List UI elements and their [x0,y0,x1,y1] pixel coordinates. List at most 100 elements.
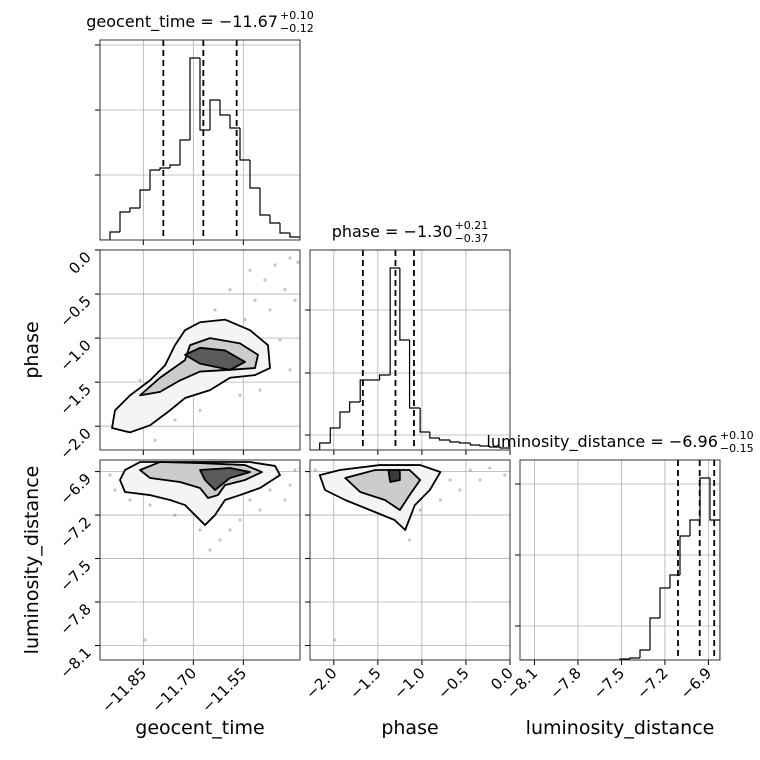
sample-point [143,638,147,642]
histogram-step [239,128,250,161]
sample-point [268,308,272,312]
plot-area [313,464,507,642]
sample-point [296,260,300,264]
sample-point [218,538,222,542]
histogram-step [109,231,120,240]
sample-point [283,288,287,292]
histogram-step [269,215,280,224]
y-tick-label: −6.9 [56,470,94,508]
title-upper: +0.21 [455,219,489,232]
histogram-step [169,164,180,168]
sample-point [458,488,462,492]
sample-point [148,503,152,507]
contour [344,469,422,511]
histogram-step [438,438,451,441]
panel-frame [99,459,301,661]
histogram-step [139,189,150,208]
title-upper: +0.10 [720,429,754,442]
sample-point [268,488,272,492]
x-tick-label: −0.5 [434,664,472,702]
y-tick-label: −7.5 [56,557,94,595]
histogram-step [119,211,130,232]
histogram-step [449,440,460,443]
histogram-step [489,446,501,448]
sample-point [243,318,247,322]
title-upper: +0.10 [280,9,314,22]
sample-point [173,418,177,422]
x-axis-label: luminosity_distance [526,717,715,739]
sample-point [248,268,252,272]
plot-area [108,461,300,642]
panel: 0.0 −0.5 −1.0 −1.5 −2.0 phase [21,248,301,463]
panel-title: phase = −1.30 [332,222,453,241]
panel: −11.85−11.70−11.55 −6.9 −7.2 −7.5 −7.8 −8.1 ge… [21,459,301,739]
sample-point [288,368,292,372]
panel-title: geocent_time = −11.67 [86,12,278,32]
y-tick-label: 0.0 [65,248,95,278]
x-tick-label: −7.2 [633,664,671,702]
y-tick-label: −2.0 [56,424,94,462]
y-tick-label: −1.0 [56,336,94,374]
sample-point [258,508,262,512]
sample-point [313,468,317,472]
x-tick-label: −11.55 [198,664,250,716]
panel-frame [309,459,511,661]
sample-point [293,468,297,472]
histogram-step [669,574,680,588]
histogram-step [399,268,410,341]
y-tick-label: −8.1 [56,644,94,682]
y-axis-label: phase [21,321,43,378]
x-axis-label: phase [381,717,438,739]
histogram-step [319,442,331,450]
histogram-step [349,401,361,412]
sample-point [238,518,242,522]
sample-point [503,473,507,477]
histogram-step [149,169,160,190]
y-axis-label: luminosity_distance [21,466,43,655]
y-tick-label: −0.5 [56,292,94,330]
sample-point [258,388,262,392]
panel-frame [309,249,511,451]
sample-point [173,513,177,517]
histogram-step [689,519,700,536]
sample-point [333,638,337,642]
sample-point [407,538,412,542]
x-tick-label: −6.9 [677,664,715,702]
histogram-step [649,617,660,650]
histogram-step [159,167,170,170]
histogram-step [379,374,391,380]
histogram-step [129,207,140,212]
sample-point [288,256,292,260]
title-lower: −0.37 [455,232,489,245]
histogram-step [639,649,650,658]
histogram-step [459,442,471,444]
histogram-step [408,340,421,409]
sample-point [128,498,132,502]
contour [387,469,401,483]
histogram-step [279,223,290,234]
panel-title: luminosity_distance = −6.96 [486,432,717,452]
histogram-step [199,58,210,131]
sample-point [198,408,202,412]
histogram-step [289,233,300,240]
sample-point [278,338,282,342]
plot-area [310,250,510,450]
histogram-step [469,443,481,446]
x-tick-label: −11.85 [98,664,150,716]
histogram-step [339,411,350,428]
histogram-step [659,587,670,618]
sample-point [273,263,277,267]
sample-point [488,466,492,470]
sample-point [418,508,422,512]
sample-point [478,478,482,482]
histogram-step [179,139,190,165]
sample-point [283,498,287,502]
sample-point [468,468,472,472]
histogram-step [249,160,260,189]
sample-point [438,498,442,502]
histogram-step [389,267,400,375]
sample-point [253,298,257,302]
sample-point [198,528,202,532]
